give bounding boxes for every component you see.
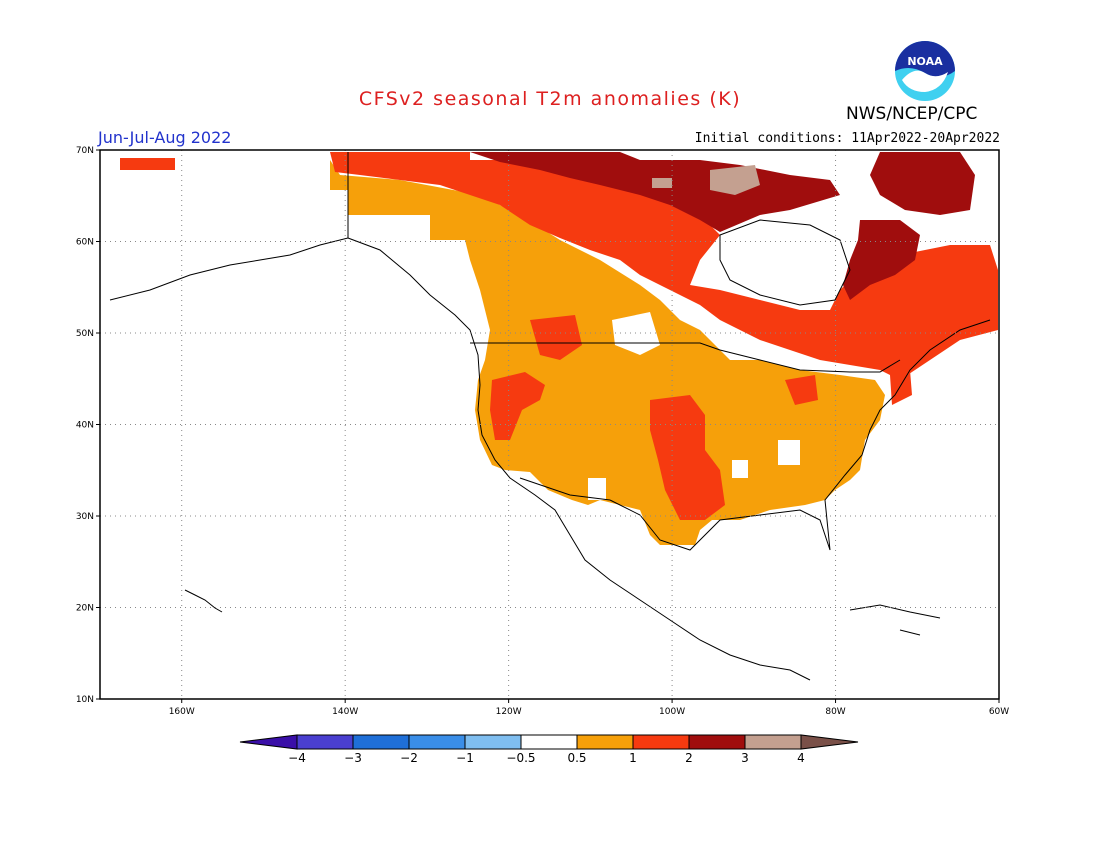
lat-tick-label: 30N bbox=[76, 512, 94, 522]
agency-label: NWS/NCEP/CPC bbox=[846, 104, 978, 124]
colorbar-swatch bbox=[688, 734, 746, 750]
colorbar-label: −2 bbox=[400, 751, 418, 765]
initial-conditions-label: Initial conditions: 11Apr2022-20Apr2022 bbox=[694, 131, 1000, 146]
mexico-border bbox=[519, 477, 611, 501]
noaa-logo: NOAA bbox=[895, 41, 955, 101]
coastlines-and-borders bbox=[109, 152, 991, 681]
colorbar-label: −1 bbox=[456, 751, 474, 765]
lat-tick-label: 70N bbox=[76, 146, 94, 156]
anomaly-region-3-4 bbox=[652, 165, 760, 195]
lon-tick-label: 80W bbox=[825, 707, 845, 717]
anomaly-region-neutral-alaska bbox=[150, 190, 348, 245]
colorbar-swatch bbox=[632, 734, 690, 750]
colorbar-swatch bbox=[744, 734, 802, 750]
colorbar-arrow-low bbox=[239, 734, 298, 750]
anomaly-region-1-2-plains bbox=[650, 395, 725, 520]
lon-tick-label: 160W bbox=[169, 707, 195, 717]
colorbar-swatch bbox=[408, 734, 466, 750]
anomaly-region-1-2-greatlakes bbox=[785, 370, 912, 405]
lat-tick-label: 40N bbox=[76, 421, 94, 431]
anomaly-region-2-3-quebec bbox=[843, 220, 920, 300]
colorbar-label: −3 bbox=[344, 751, 362, 765]
hawaii bbox=[184, 589, 223, 613]
lon-tick-label: 60W bbox=[989, 707, 1009, 717]
anomaly-region-2-3-greenland bbox=[870, 152, 975, 215]
colorbar-label: 2 bbox=[685, 751, 693, 765]
lon-tick-label: 120W bbox=[496, 707, 522, 717]
logo-text: NOAA bbox=[907, 55, 943, 68]
colorbar-label: 4 bbox=[797, 751, 805, 765]
colorbar-swatch bbox=[352, 734, 410, 750]
colorbar-arrow-high bbox=[800, 734, 859, 750]
canada-us-border bbox=[470, 342, 901, 373]
figure-title: CFSv2 seasonal T2m anomalies (K) bbox=[358, 88, 742, 110]
us-gulf-and-east-coast bbox=[609, 319, 991, 551]
anomaly-region-1-2-west bbox=[490, 315, 582, 440]
colorbar-label: −0.5 bbox=[506, 751, 535, 765]
alaska-coast bbox=[109, 152, 349, 301]
lat-tick-label: 20N bbox=[76, 604, 94, 614]
hudson-bay bbox=[719, 219, 851, 306]
season-label: Jun-Jul-Aug 2022 bbox=[98, 128, 232, 147]
temperature-anomaly-shading bbox=[120, 152, 998, 545]
colorbar-label: −4 bbox=[288, 751, 306, 765]
colorbar-legend: −4 −3 −2 −1 −0.5 0.5 1 2 3 4 bbox=[239, 734, 859, 765]
colorbar-swatch bbox=[520, 734, 578, 750]
colorbar-label: 0.5 bbox=[567, 751, 586, 765]
caribbean-islands bbox=[849, 604, 941, 636]
colorbar-swatch bbox=[296, 734, 354, 750]
colorbar-label: 3 bbox=[741, 751, 749, 765]
anomaly-region-neutral-westcoast bbox=[430, 245, 475, 320]
colorbar-label: 1 bbox=[629, 751, 637, 765]
colorbar-swatch bbox=[464, 734, 522, 750]
axis-ticks: 70N 60N 50N 40N 30N 20N 10N 160W 140W 120W 100W 80W… bbox=[76, 146, 1009, 717]
lat-tick-label: 10N bbox=[76, 695, 94, 705]
lon-tick-label: 140W bbox=[332, 707, 358, 717]
anomaly-region-1-2-north bbox=[120, 152, 998, 380]
colorbar-swatch bbox=[576, 734, 634, 750]
lat-tick-label: 50N bbox=[76, 329, 94, 339]
lat-tick-label: 60N bbox=[76, 238, 94, 248]
lon-tick-label: 100W bbox=[659, 707, 685, 717]
north-america-west-coast bbox=[347, 237, 811, 681]
